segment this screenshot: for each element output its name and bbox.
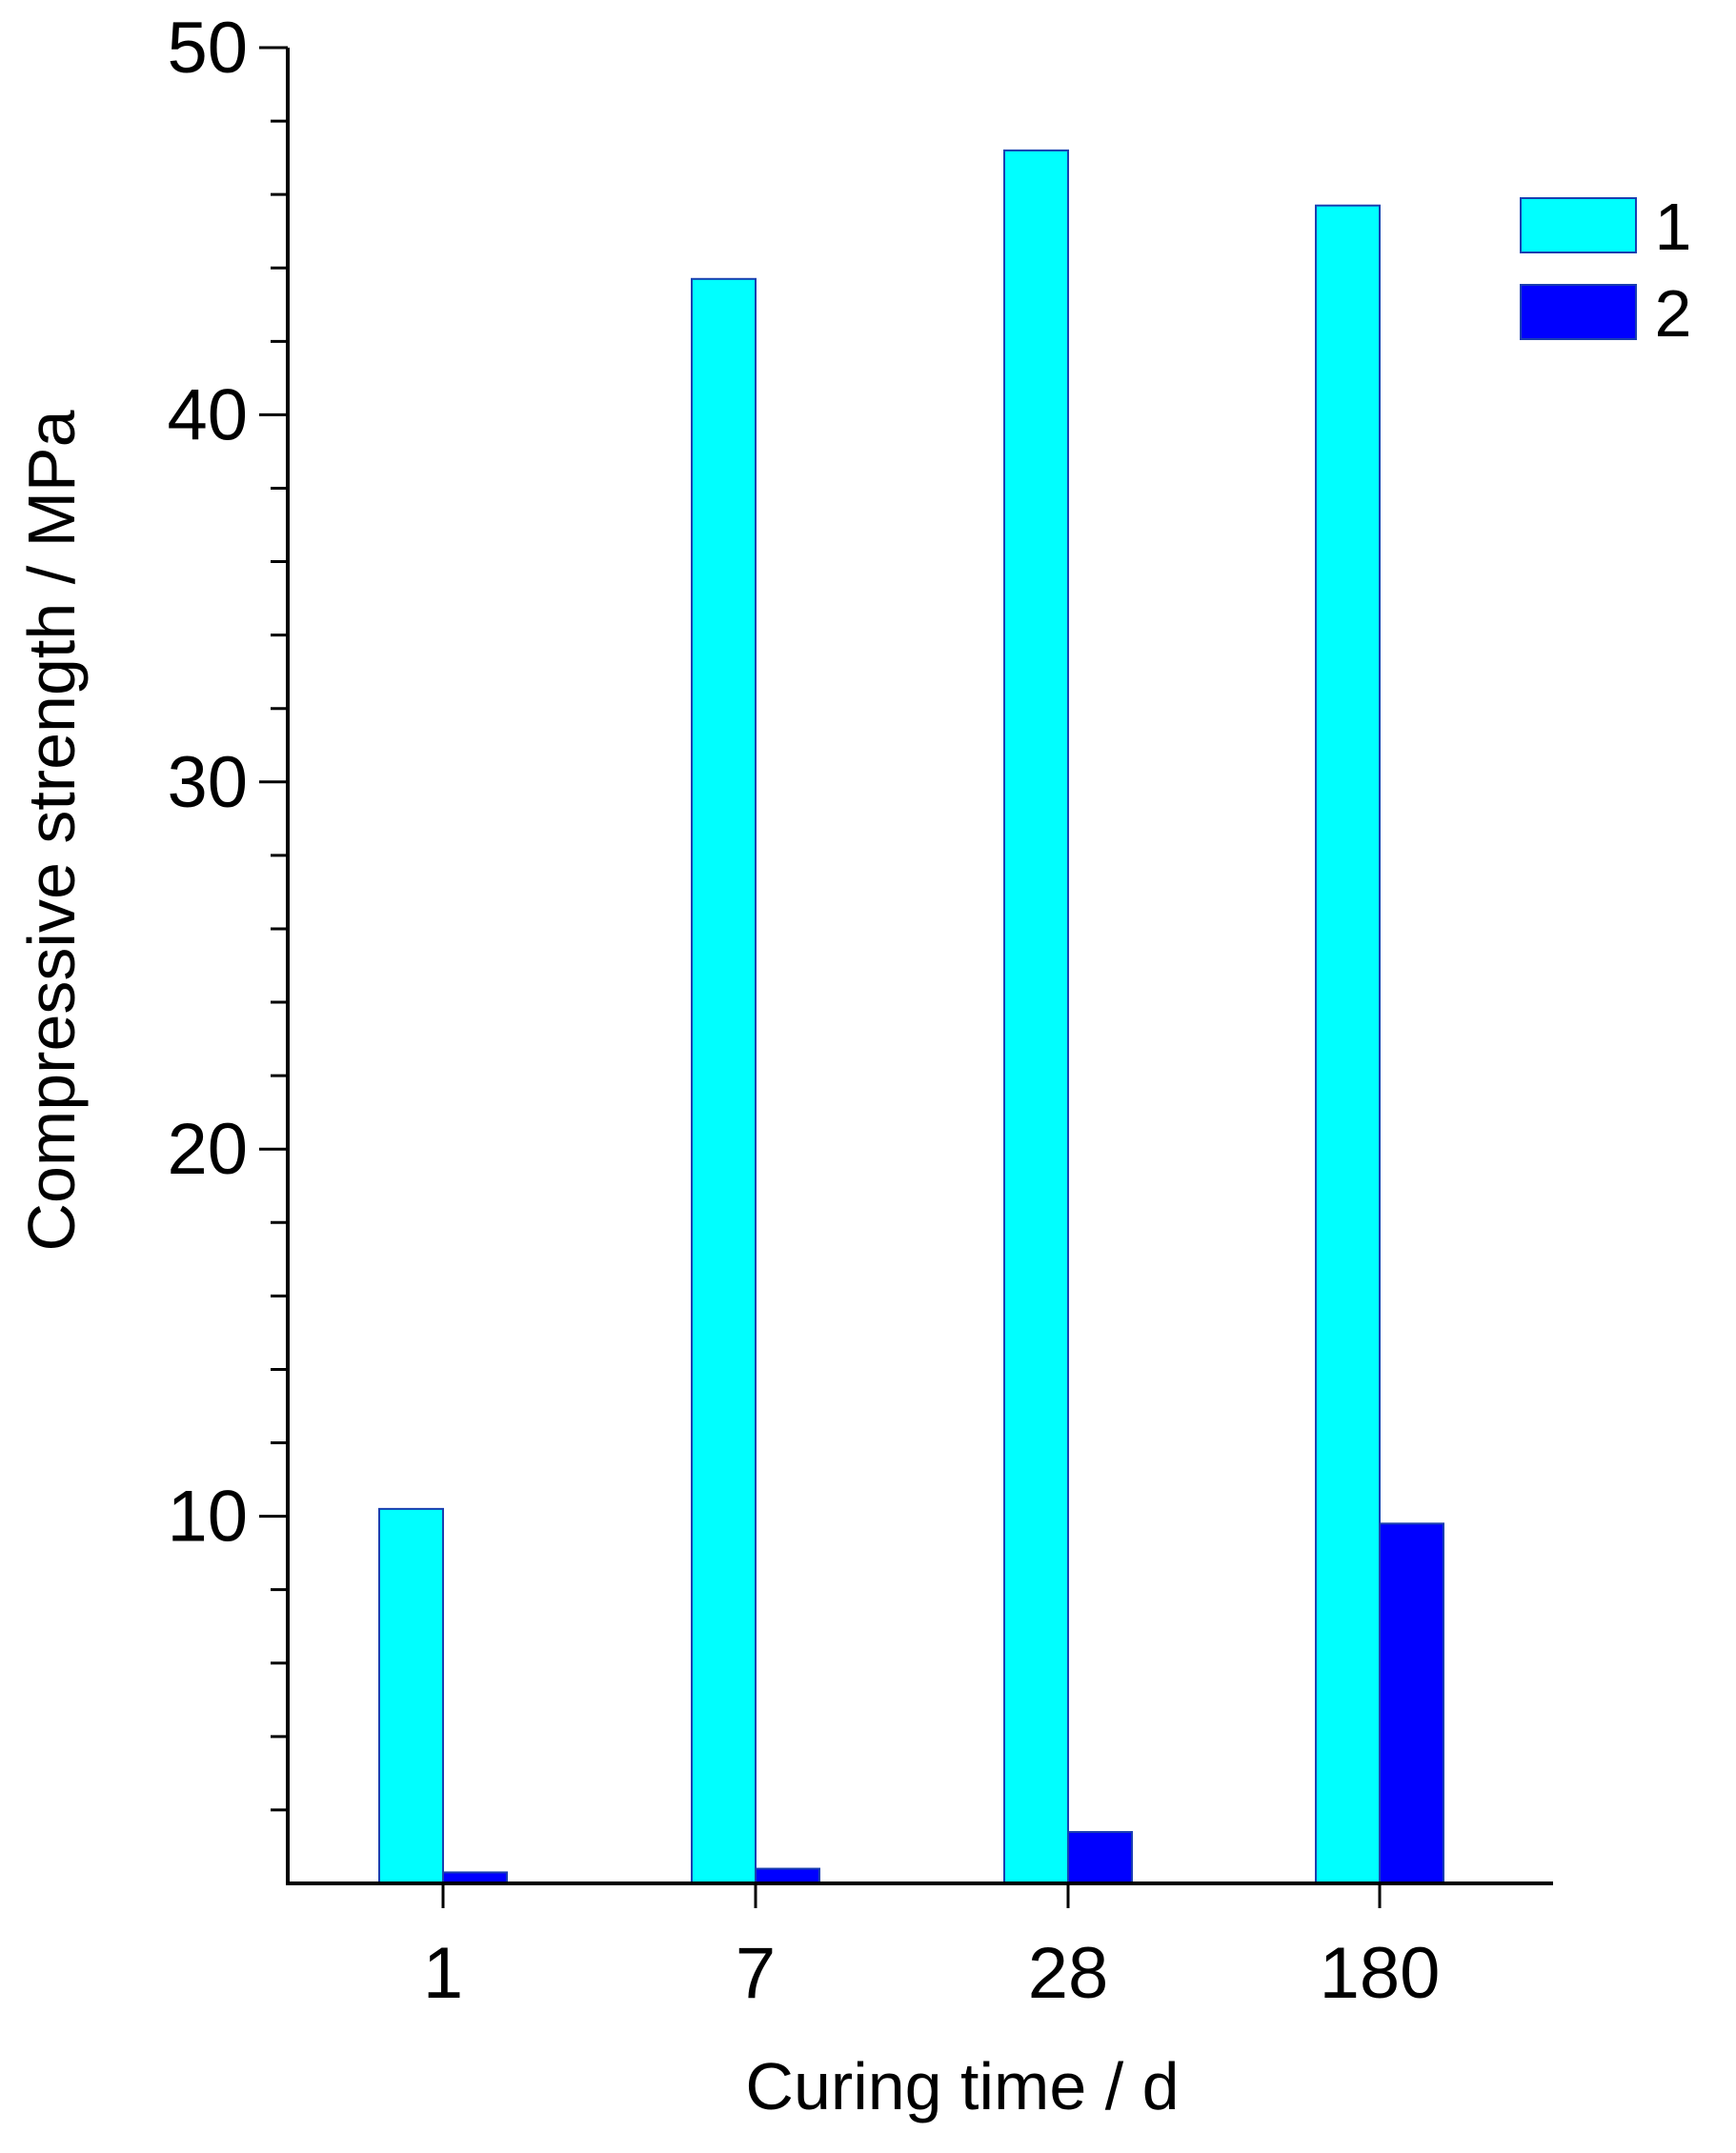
legend: 12 [1520, 190, 1692, 351]
legend-label-2: 2 [1655, 276, 1692, 351]
legend-label-1: 1 [1655, 190, 1692, 264]
bar-series-1-cat-28 [1003, 149, 1069, 1885]
bars-layer [378, 149, 1444, 1885]
x-tick-label: 7 [736, 1933, 776, 2014]
y-tick-label: 30 [167, 742, 248, 823]
y-tick-label: 50 [167, 8, 248, 89]
x-axis-title: Curing time / d [745, 2049, 1179, 2123]
bar-series-2-cat-180 [1379, 1522, 1444, 1884]
ticks-layer: 10 20 30 40 50 1 7 28 180 [167, 8, 1440, 2014]
y-tick-label: 10 [167, 1477, 248, 1558]
y-tick-label: 40 [167, 374, 248, 455]
bar-series-1-cat-180 [1315, 204, 1381, 1884]
axes-layer [286, 48, 1553, 1885]
x-tick-label: 28 [1028, 1933, 1109, 2014]
x-tick-label: 180 [1320, 1933, 1441, 2014]
legend-swatch-2 [1520, 284, 1637, 340]
bar-series-1-cat-7 [691, 277, 757, 1884]
x-tick-label: 1 [423, 1933, 463, 2014]
y-tick-label: 20 [167, 1109, 248, 1190]
y-axis-title: Compressive strength / MPa [14, 410, 89, 1251]
bar-series-2-cat-28 [1067, 1831, 1133, 1884]
bar-series-2-cat-7 [755, 1867, 820, 1884]
bar-series-1-cat-1 [378, 1507, 444, 1884]
legend-swatch-1 [1520, 197, 1637, 253]
